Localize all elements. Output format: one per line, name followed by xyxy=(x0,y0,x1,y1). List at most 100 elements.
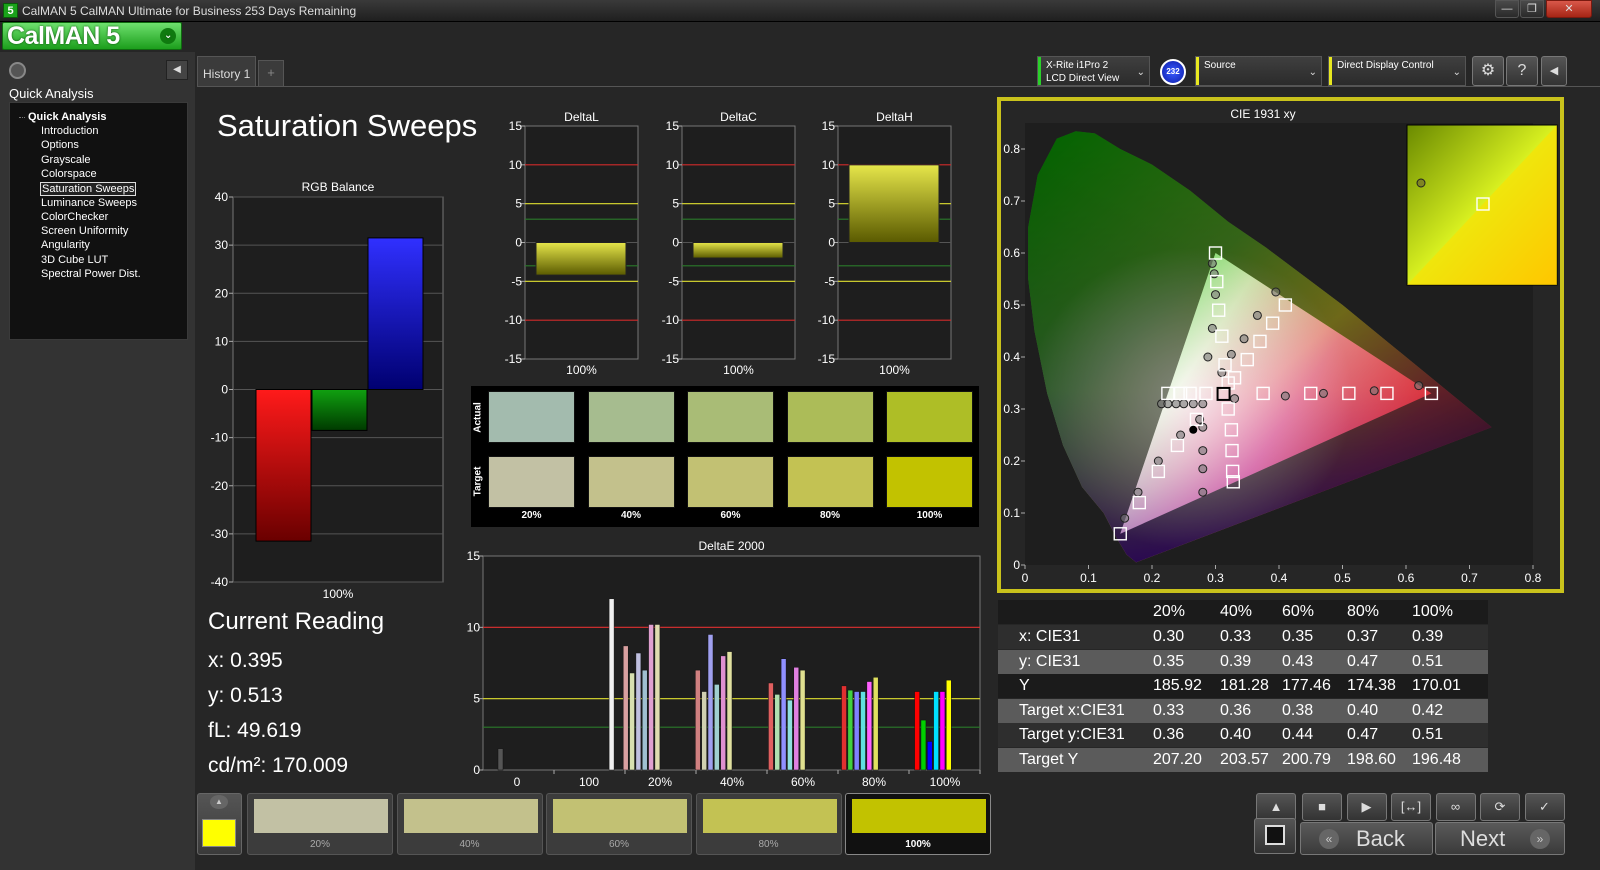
deltae-bar xyxy=(641,669,648,771)
x-category-label: 20% xyxy=(648,775,672,789)
chevron-down-icon: ⌄ xyxy=(1136,67,1145,78)
meter-status-badge[interactable]: 232 xyxy=(1160,59,1186,85)
deltae-title: DeltaE 2000 xyxy=(698,539,765,553)
right-panel-toggle[interactable]: ◀ xyxy=(1541,56,1567,86)
patch-button-60[interactable]: 60% xyxy=(546,793,692,855)
target-point xyxy=(1208,246,1223,260)
target-point xyxy=(1221,402,1235,416)
nav-item-saturation-sweeps[interactable]: Saturation Sweeps xyxy=(40,182,137,197)
fit-icon: [↔] xyxy=(1400,799,1422,814)
target-swatch xyxy=(886,456,973,508)
deltae-bar xyxy=(726,651,733,771)
tab-history-1[interactable]: History 1 xyxy=(197,56,256,86)
measured-point xyxy=(1133,487,1143,497)
y-tick-label: -40 xyxy=(211,575,229,589)
table-cell: 0.33 xyxy=(1220,628,1252,645)
maximize-button[interactable]: ❐ xyxy=(1520,0,1544,18)
deltae-bar xyxy=(914,691,920,771)
actual-swatch xyxy=(687,391,774,443)
nav-item-luminance-sweeps[interactable]: Luminance Sweeps xyxy=(41,196,138,209)
deltae-bar xyxy=(841,685,847,771)
measured-point xyxy=(1188,399,1198,409)
target-swatch xyxy=(687,456,774,508)
table-cell: 0.33 xyxy=(1153,701,1185,719)
nav-item-options[interactable]: Options xyxy=(41,139,79,152)
loop-icon: ∞ xyxy=(1450,799,1461,814)
back-button[interactable]: « Back xyxy=(1300,822,1433,855)
close-button[interactable]: ✕ xyxy=(1546,0,1592,18)
nav-item-3d-cube-lut[interactable]: 3D Cube LUT xyxy=(41,253,109,266)
y-tick-label: -5 xyxy=(668,274,679,288)
delta-bar xyxy=(692,242,784,259)
nav-item-screen-uniformity[interactable]: Screen Uniformity xyxy=(41,225,129,238)
meter-mode: LCD Direct View xyxy=(1046,73,1120,84)
y-tick-label: 0 xyxy=(672,236,679,250)
x-category-label: 100% xyxy=(879,363,910,377)
x-tick-label: 0.4 xyxy=(1271,571,1288,585)
target-point xyxy=(1278,298,1293,312)
workflow-status-icon[interactable] xyxy=(9,62,26,79)
column-header: 100% xyxy=(1412,603,1453,620)
patch-button-40[interactable]: 40% xyxy=(396,793,543,855)
patch-button-80[interactable]: 80% xyxy=(695,793,842,855)
y-tick-label: 15 xyxy=(666,119,680,133)
next-button[interactable]: Next » xyxy=(1435,822,1565,855)
nav-item-spectral-power-dist[interactable]: Spectral Power Dist. xyxy=(41,268,141,280)
stop-icon: ■ xyxy=(1318,799,1326,814)
add-tab-button[interactable]: + xyxy=(258,60,284,86)
fit-button[interactable]: [↔] xyxy=(1391,793,1431,821)
refresh-button[interactable]: ⟳ xyxy=(1480,793,1520,821)
measured-point xyxy=(1280,391,1290,401)
scroll-up-button[interactable]: ▲ xyxy=(1256,793,1296,821)
display-control-label: Direct Display Control xyxy=(1337,60,1434,71)
delta-chart-title: DeltaL xyxy=(564,110,599,124)
help-button[interactable]: ? xyxy=(1506,56,1538,86)
deltae-bar xyxy=(853,691,860,771)
target-point xyxy=(1132,495,1147,510)
table-cell: 0.36 xyxy=(1153,726,1185,743)
row-label: Target y:CIE31 xyxy=(1019,726,1125,743)
y-tick-label: -5 xyxy=(511,274,522,288)
play-icon: ▶ xyxy=(1361,799,1372,814)
play-button[interactable]: ▶ xyxy=(1346,793,1387,821)
source-label: Source xyxy=(1204,60,1236,71)
nav-item-colorspace[interactable]: Colorspace xyxy=(41,167,97,180)
patch-button-20[interactable]: 20% xyxy=(247,793,393,855)
table-cell: 0.35 xyxy=(1282,628,1314,645)
target-point xyxy=(1240,352,1254,367)
page-title: Saturation Sweeps xyxy=(217,108,478,143)
y-tick-label: -10 xyxy=(505,313,523,327)
target-point xyxy=(1424,386,1439,401)
collapse-panel-button[interactable]: ◀ xyxy=(166,60,188,80)
check-button[interactable]: ✓ xyxy=(1524,793,1565,821)
nav-item-grayscale[interactable]: Grayscale xyxy=(41,153,91,166)
rgb-bar-g xyxy=(311,389,368,431)
minimize-button[interactable]: — xyxy=(1495,0,1519,18)
nav-item-angularity[interactable]: Angularity xyxy=(41,239,90,252)
calman-logo-menu[interactable]: CalMAN 5 ⌄ xyxy=(2,22,182,50)
nav-item-colorchecker[interactable]: ColorChecker xyxy=(41,210,109,223)
delta-lch-charts: 15 10 5 0 -5 -10 -15 100% 15 10 5 0 -5 -10 -15 100% 15 10… xyxy=(505,119,952,377)
target-swatch xyxy=(786,456,874,508)
up-arrow-icon[interactable]: ▲ xyxy=(210,795,228,809)
settings-button[interactable]: ⚙ xyxy=(1472,56,1504,86)
stop-button[interactable]: ■ xyxy=(1302,793,1342,821)
window-title: CalMAN 5 CalMAN Ultimate for Business 25… xyxy=(22,4,357,18)
y-tick-label: 15 xyxy=(509,119,523,133)
deltae-bar xyxy=(774,694,781,771)
whitepoint-marker xyxy=(1189,425,1198,434)
measured-point xyxy=(1203,352,1213,362)
loop-button[interactable]: ∞ xyxy=(1435,793,1476,821)
deltae-bar xyxy=(939,691,946,771)
stop-measurement-button[interactable] xyxy=(1254,818,1296,854)
nav-item-introduction[interactable]: Introduction xyxy=(41,125,99,137)
source-selector[interactable]: Source ⌄ xyxy=(1195,56,1322,86)
patch-button-100[interactable]: 100% xyxy=(845,793,991,855)
tree-root-item[interactable]: Quick Analysis xyxy=(28,111,107,123)
cie-chart-panel: CIE 1931 xy 0 0.1 0.2 0.3 0.4 0.5 0.6 0.7 0.8 0.8 0… xyxy=(997,97,1564,593)
y-tick-label: 0.6 xyxy=(1003,246,1020,260)
meter-selector[interactable]: X-Rite i1Pro 2 LCD Direct View ⌄ xyxy=(1037,56,1150,86)
table-cell: 196.48 xyxy=(1412,750,1461,768)
table-cell: 0.35 xyxy=(1153,652,1185,670)
display-control-selector[interactable]: Direct Display Control ⌄ xyxy=(1328,56,1466,86)
